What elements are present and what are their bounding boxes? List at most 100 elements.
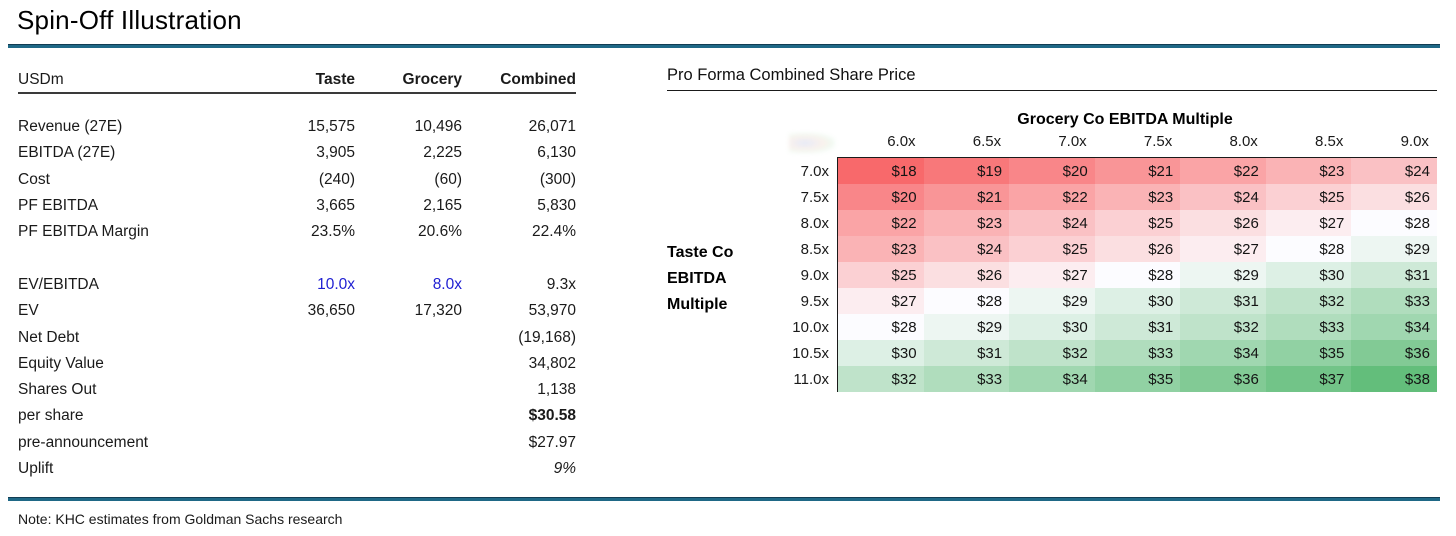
financials-table: USDm Taste Grocery Combined Revenue (27E… [18, 63, 576, 482]
heatmap-cell: $33 [1351, 288, 1437, 314]
row-label: EBITDA (27E) [18, 144, 116, 162]
heatmap-cell: $28 [1265, 236, 1352, 262]
row-value: 2,165 [423, 197, 462, 215]
table-row: EV 36,650 17,320 53,970 [18, 298, 576, 324]
heatmap-cell: $18 [838, 158, 924, 184]
row-value: 23.5% [311, 223, 355, 241]
row-value: 10,496 [414, 118, 462, 136]
heatmap-cell: $32 [838, 366, 924, 392]
row-value: (240) [318, 170, 355, 188]
heatmap-column-header: 6.5x [972, 133, 1002, 150]
financials-table-body: Revenue (27E) 15,575 10,496 26,071 EBITDA (2… [18, 114, 576, 482]
table-row: per share $30.58 [18, 403, 576, 429]
heatmap-row-header: 7.0x [800, 162, 829, 180]
row-value: 3,905 [316, 144, 355, 162]
heatmap-cell: $35 [1094, 366, 1181, 392]
heatmap-cell: $29 [1009, 288, 1095, 314]
heatmap-cell: $25 [1265, 184, 1352, 210]
table-row: EBITDA (27E) 3,905 2,225 6,130 [18, 140, 576, 166]
row-value: 9% [553, 460, 576, 477]
row-label: Revenue (27E) [18, 118, 123, 136]
heatmap-cell: $21 [1094, 158, 1181, 184]
row-label: PF EBITDA Margin [18, 223, 149, 241]
heatmap-cell: $26 [1094, 236, 1181, 262]
heatmap-cell: $26 [923, 262, 1010, 288]
heatmap-row-header: 11.0x [793, 370, 829, 388]
table-row: Revenue (27E) 15,575 10,496 26,071 [18, 114, 576, 140]
row-value: (300) [539, 170, 576, 188]
row-value: 10.0x [317, 275, 355, 293]
heatmap-cell: $25 [1009, 236, 1095, 262]
heatmap-cell: $22 [1009, 184, 1095, 210]
heatmap-row-header: 9.0x [800, 266, 829, 284]
row-value: 53,970 [528, 302, 576, 320]
row-value: 20.6% [418, 223, 462, 241]
heatmap-cell: $34 [1351, 314, 1437, 340]
faint-print-artifact [789, 133, 835, 153]
table-row: Net Debt (19,168) [18, 324, 576, 350]
heatmap-cell: $33 [1094, 340, 1181, 366]
heatmap-cell: $36 [1180, 366, 1266, 392]
heatmap-column-header: 6.0x [887, 133, 916, 150]
heatmap-cell: $25 [1094, 210, 1181, 236]
heatmap-cell: $27 [1009, 262, 1095, 288]
table-row-spacer [18, 245, 576, 271]
heatmap-cell: $32 [1180, 314, 1266, 340]
heatmap-cell: $28 [1094, 262, 1181, 288]
heatmap-cell: $37 [1265, 366, 1352, 392]
row-value: $30.58 [528, 407, 576, 425]
row-label: Shares Out [18, 381, 97, 399]
unit-label: USDm [18, 71, 64, 88]
heatmap-cell: $20 [838, 184, 924, 210]
heatmap-cell: $33 [923, 366, 1010, 392]
heatmap-cell: $32 [1265, 288, 1352, 314]
heatmap-column-axis-title: Grocery Co EBITDA Multiple [1017, 111, 1233, 128]
heatmap-cell: $29 [1351, 236, 1437, 262]
heatmap-row-header: 8.0x [800, 214, 829, 232]
heatmap-cell: $31 [1094, 314, 1181, 340]
heatmap-cell: $24 [1009, 210, 1095, 236]
heatmap-column-header: 9.0x [1400, 133, 1429, 150]
row-value: 15,575 [307, 118, 355, 136]
heatmap-column-header: 7.5x [1143, 133, 1173, 150]
heatmap-row-header: 7.5x [800, 188, 829, 206]
heatmap-cell: $22 [838, 210, 924, 236]
row-label: Equity Value [18, 354, 104, 372]
heatmap-cell: $21 [923, 184, 1010, 210]
row-value: $27.97 [528, 433, 576, 451]
heatmap-cell: $24 [1180, 184, 1266, 210]
heatmap-row-header: 10.5x [792, 344, 829, 362]
heatmap-row-axis-title: Taste Co EBITDA Multiple [667, 240, 733, 318]
row-value: 5,830 [537, 197, 576, 215]
heatmap-cell: $29 [1180, 262, 1266, 288]
heatmap-cell: $24 [923, 236, 1010, 262]
heatmap-cell: $23 [923, 210, 1010, 236]
top-divider [8, 44, 1440, 48]
row-value: 6,130 [537, 144, 576, 162]
page-title: Spin-Off Illustration [17, 5, 242, 35]
heatmap-cell: $31 [1351, 262, 1437, 288]
row-value: 34,802 [528, 354, 576, 372]
heatmap-cell: $31 [1180, 288, 1266, 314]
heatmap-cell: $27 [1180, 236, 1266, 262]
heatmap-cell: $19 [923, 158, 1010, 184]
heatmap-cell: $30 [1265, 262, 1352, 288]
heatmap-cell: $23 [838, 236, 924, 262]
heatmap-cell: $25 [838, 262, 924, 288]
row-value: 17,320 [414, 302, 462, 320]
heatmap-cell: $31 [923, 340, 1010, 366]
heatmap-grid: $18 $19 $20 $21 $22 $23 $24 $20 $21 $22 $23 $24 $25 $… [837, 157, 1437, 392]
row-value: 1,138 [537, 381, 576, 399]
heatmap-cell: $27 [1265, 210, 1352, 236]
heatmap-cell: $24 [1351, 158, 1437, 184]
row-label: PF EBITDA [18, 197, 99, 215]
row-value: 36,650 [307, 302, 355, 320]
row-label: Uplift [18, 460, 54, 477]
heatmap-column-header: 7.0x [1058, 133, 1087, 150]
heatmap-row-axis-title-line: EBITDA [667, 270, 727, 287]
table-row: Equity Value 34,802 [18, 351, 576, 377]
heatmap-row-axis-title-line: Multiple [667, 296, 728, 313]
heatmap-cell: $22 [1180, 158, 1266, 184]
table-row: Cost (240) (60) (300) [18, 167, 576, 193]
row-label: Cost [18, 170, 50, 188]
